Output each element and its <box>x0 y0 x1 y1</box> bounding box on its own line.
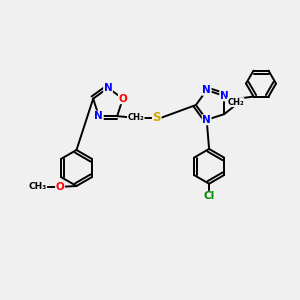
Text: Cl: Cl <box>203 191 215 201</box>
Text: N: N <box>202 115 211 125</box>
Text: CH₂: CH₂ <box>227 98 244 107</box>
Text: O: O <box>118 94 127 104</box>
Text: N: N <box>94 111 103 121</box>
Text: O: O <box>56 182 64 192</box>
Text: CH₃: CH₃ <box>28 182 46 191</box>
Text: N: N <box>220 91 229 101</box>
Text: CH₂: CH₂ <box>128 113 144 122</box>
Text: N: N <box>103 83 112 93</box>
Text: N: N <box>202 85 211 95</box>
Text: S: S <box>152 111 161 124</box>
